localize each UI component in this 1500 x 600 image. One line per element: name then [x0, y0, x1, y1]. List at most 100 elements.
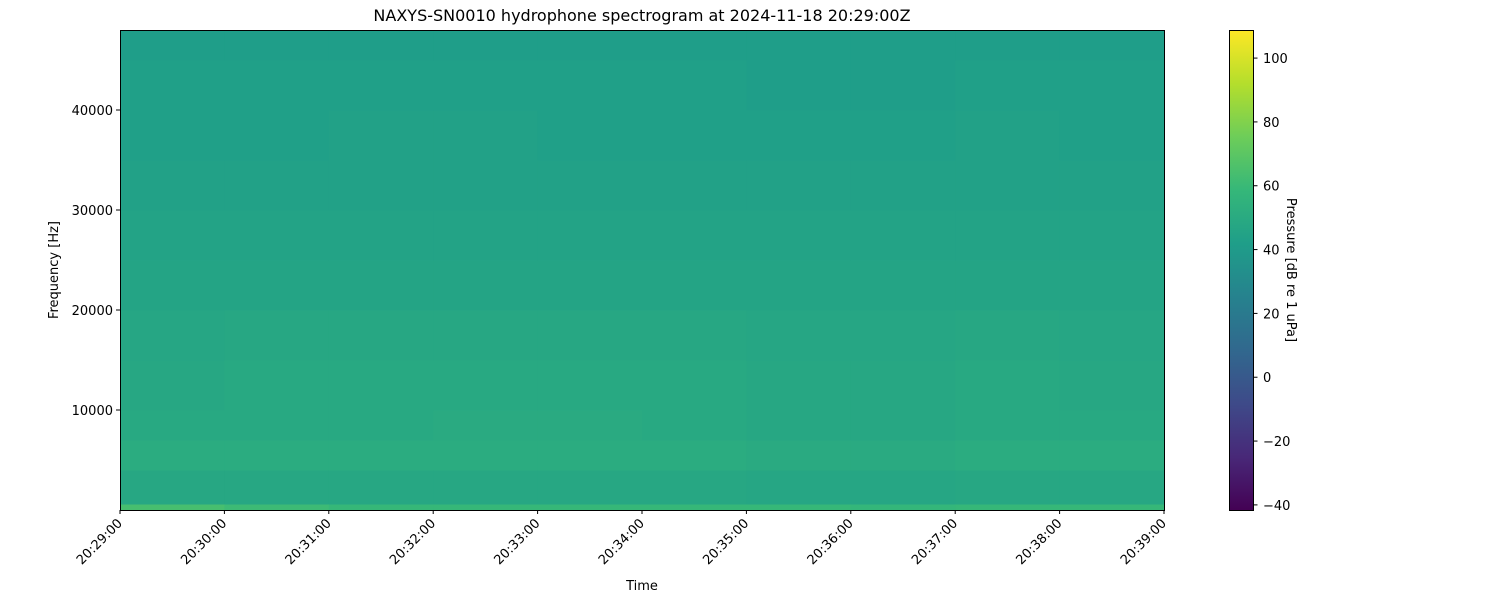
heatmap-cell [537, 410, 643, 441]
heatmap-cell [955, 470, 1061, 505]
heatmap-cell [120, 110, 225, 161]
heatmap-cell [746, 470, 852, 505]
heatmap-cell [120, 440, 225, 471]
heatmap-cell [120, 260, 225, 311]
x-tick-label: 20:38:00 [1014, 516, 1066, 568]
heatmap-cell [850, 504, 956, 511]
colorbar-tick-label: 0 [1263, 371, 1271, 386]
colorbar-tick-label: 60 [1263, 180, 1280, 195]
heatmap-cell [746, 440, 852, 471]
heatmap-cell [537, 504, 643, 511]
heatmap-cell [850, 210, 956, 261]
heatmap-cell [328, 504, 434, 511]
heatmap-cell [746, 30, 852, 61]
heatmap-cell [433, 310, 539, 361]
heatmap-cell [642, 360, 747, 411]
heatmap-cell [328, 310, 434, 361]
heatmap-cell [955, 160, 1061, 211]
heatmap-cell [1059, 160, 1165, 211]
heatmap-cell [224, 470, 330, 505]
x-tick-label: 20:33:00 [492, 516, 544, 568]
heatmap-cell [328, 470, 434, 505]
heatmap-cell [850, 110, 956, 161]
heatmap-cell [955, 110, 1061, 161]
heatmap-cell [433, 440, 539, 471]
heatmap-cell [433, 30, 539, 61]
x-tick-label: 20:30:00 [178, 516, 230, 568]
x-tick-label: 20:34:00 [596, 516, 648, 568]
heatmap-cell [955, 30, 1061, 61]
heatmap-cell [746, 110, 852, 161]
heatmap-cell [746, 310, 852, 361]
heatmap-cell [850, 60, 956, 111]
colorbar-tick-label: 20 [1263, 307, 1280, 322]
heatmap-cell [537, 210, 643, 261]
x-tick-label: 20:37:00 [909, 516, 961, 568]
colorbar-tick-label: 80 [1263, 116, 1280, 131]
heatmap-cell [955, 210, 1061, 261]
heatmap-cell [1059, 470, 1165, 505]
x-tick-label: 20:39:00 [1118, 516, 1170, 568]
colorbar-tick-label: −20 [1263, 435, 1290, 450]
heatmap-cell [120, 210, 225, 261]
heatmap-cell [537, 440, 643, 471]
chart-title: NAXYS-SN0010 hydrophone spectrogram at 2… [373, 6, 910, 25]
heatmap-cell [328, 30, 434, 61]
heatmap-cell [746, 60, 852, 111]
x-axis-ticks: 20:29:00 20:30:00 20:31:00 20:32:00 20:33:00… [74, 510, 1170, 568]
heatmap-cell [120, 470, 225, 505]
heatmap-cell [433, 504, 539, 511]
y-axis-label: Frequency [Hz] [47, 221, 62, 319]
y-tick-label: 40000 [72, 104, 113, 119]
heatmap-cell [537, 470, 643, 505]
heatmap-cell [1059, 310, 1165, 361]
heatmap-cell [1059, 210, 1165, 261]
x-tick-label: 20:31:00 [283, 516, 335, 568]
heatmap-cell [224, 410, 330, 441]
heatmap-cell [328, 210, 434, 261]
heatmap-cell [955, 310, 1061, 361]
heatmap-cell [433, 410, 539, 441]
heatmap-cell [850, 410, 956, 441]
heatmap-cell [433, 60, 539, 111]
heatmap-cell [642, 260, 747, 311]
heatmap-cell [1059, 360, 1165, 411]
heatmap-cell [642, 30, 747, 61]
heatmap-cell [1059, 60, 1165, 111]
heatmap-cell [746, 410, 852, 441]
heatmap-cell [537, 360, 643, 411]
x-tick-label: 20:36:00 [805, 516, 857, 568]
heatmap-cell [328, 110, 434, 161]
heatmap-cell [537, 60, 643, 111]
heatmap-cell [328, 410, 434, 441]
heatmap-cell [850, 310, 956, 361]
heatmap-cell [1059, 440, 1165, 471]
heatmap-cell [224, 360, 330, 411]
heatmap-cell [328, 360, 434, 411]
heatmap-cell [537, 160, 643, 211]
heatmap-cell [746, 210, 852, 261]
heatmap-cell [1059, 260, 1165, 311]
heatmap-cell [850, 470, 956, 505]
heatmap-cell [328, 440, 434, 471]
colorbar-ticks: −40 −20 0 20 40 60 80 100 [1253, 52, 1290, 514]
heatmap-cell [955, 360, 1061, 411]
heatmap-cell [328, 160, 434, 211]
x-axis-label: Time [625, 579, 658, 594]
heatmap-cell [955, 260, 1061, 311]
heatmap-cell [224, 440, 330, 471]
heatmap-cell [120, 360, 225, 411]
heatmap-cell [120, 504, 225, 511]
heatmap-cell [955, 504, 1061, 511]
heatmap-cell [642, 440, 747, 471]
heatmap-cell [955, 60, 1061, 111]
heatmap-cell [642, 470, 747, 505]
colorbar-tick-label: 100 [1263, 52, 1288, 67]
x-tick-label: 20:35:00 [700, 516, 752, 568]
heatmap-cell [955, 410, 1061, 441]
heatmap-cell [433, 110, 539, 161]
heatmap-cell [850, 260, 956, 311]
heatmap-cell [1059, 410, 1165, 441]
heatmap-cell [642, 504, 747, 511]
heatmap-cell [120, 60, 225, 111]
